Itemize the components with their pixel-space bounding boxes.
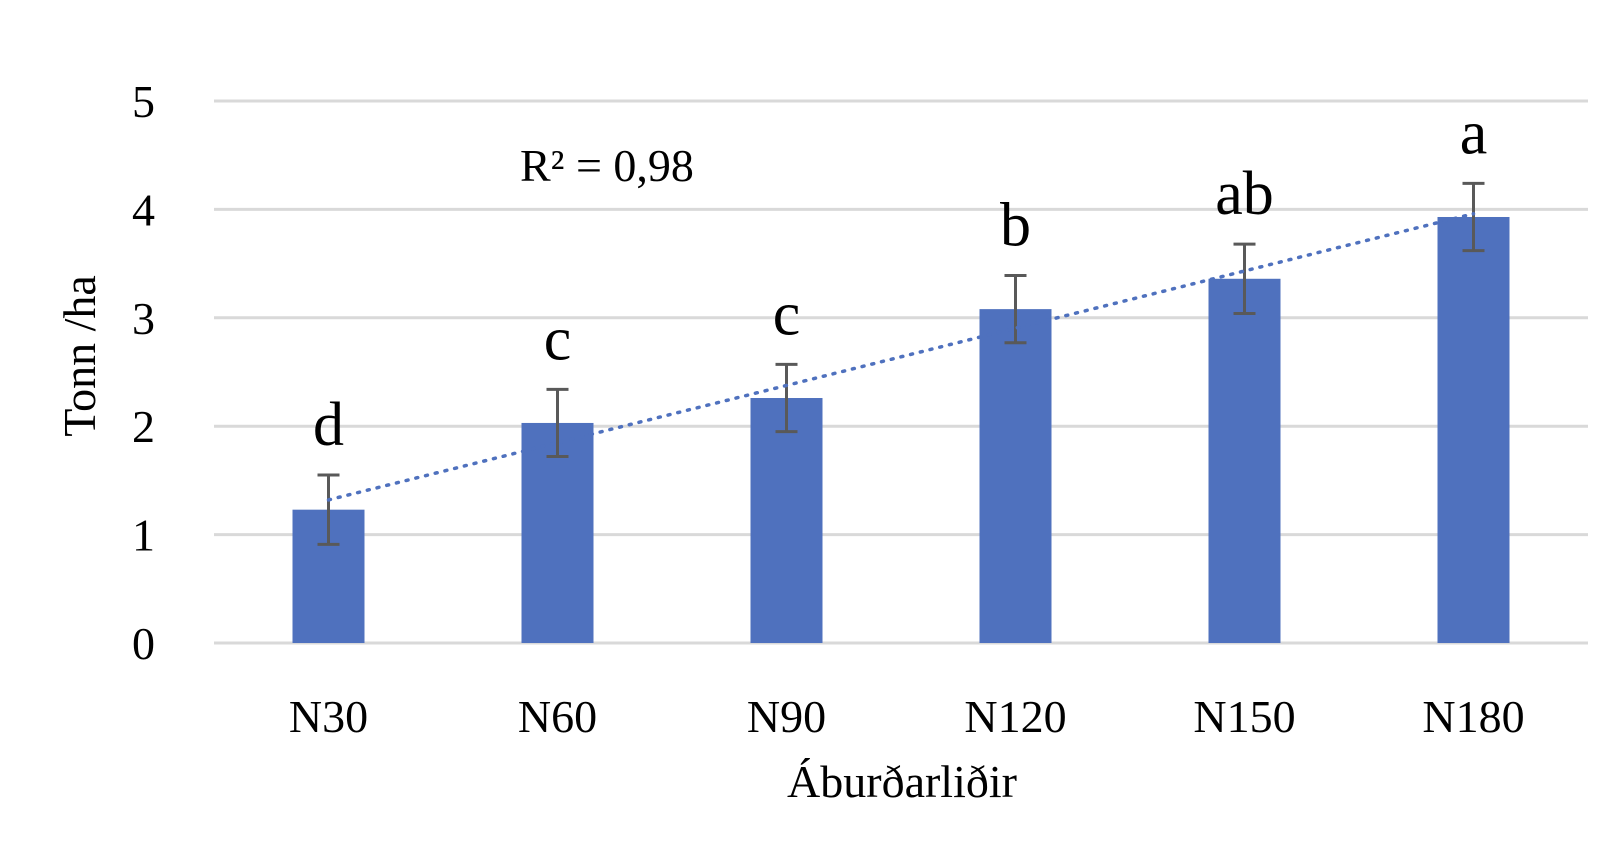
x-axis-title: Áburðarliðir (787, 756, 1017, 807)
y-tick-label: 5 (132, 76, 155, 127)
y-tick-label: 2 (132, 401, 155, 452)
y-tick-label: 1 (132, 510, 155, 561)
trendline-group (326, 211, 1476, 502)
trendline (326, 211, 1476, 502)
x-tick-label: N60 (518, 691, 597, 742)
significance-label: ab (1215, 160, 1274, 228)
x-tick-label: N150 (1193, 691, 1295, 742)
x-tick-label: N90 (747, 691, 826, 742)
y-axis-title: Tonn /ha (54, 275, 105, 437)
significance-label: d (313, 391, 344, 459)
bar (521, 422, 594, 643)
y-tick-label: 0 (132, 618, 155, 669)
error-bar (317, 473, 340, 546)
significance-labels: d c c b ab a (313, 99, 1487, 459)
error-bar (1233, 242, 1256, 315)
x-tick-label: N30 (289, 691, 368, 742)
significance-label: c (773, 280, 801, 348)
gridlines (214, 99, 1588, 645)
bar (1437, 216, 1510, 643)
error-bar (1462, 181, 1485, 253)
x-tick-label: N120 (964, 691, 1066, 742)
bar (750, 398, 823, 643)
x-tick-label: N180 (1422, 691, 1524, 742)
bars (292, 216, 1510, 643)
error-bar (775, 362, 798, 434)
significance-label: a (1460, 99, 1488, 167)
y-axis-ticks: 0 1 2 3 4 5 (132, 76, 155, 669)
y-tick-label: 3 (132, 293, 155, 344)
significance-label: c (544, 305, 572, 373)
bar (1208, 278, 1281, 643)
error-bars (317, 181, 1485, 546)
r-squared-label: R² = 0,98 (520, 140, 694, 191)
y-tick-label: 4 (132, 184, 155, 235)
x-axis-ticks: N30 N60 N90 N120 N150 N180 (289, 691, 1525, 742)
error-bar (1004, 274, 1027, 345)
bar (979, 309, 1052, 643)
significance-label: b (1000, 192, 1031, 260)
error-bar (546, 387, 569, 459)
